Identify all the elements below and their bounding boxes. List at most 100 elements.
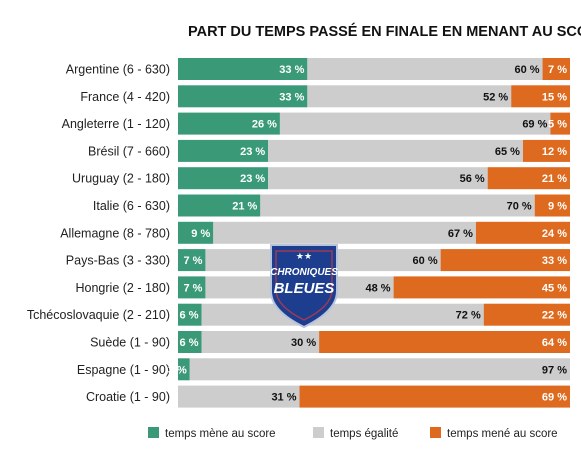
bar-segment-draw <box>307 85 512 108</box>
data-label-lead: 23 % <box>240 146 265 158</box>
bar-segment-lead <box>178 276 206 299</box>
data-label-trail: 7 % <box>548 64 567 76</box>
data-label-draw: 52 % <box>483 91 508 103</box>
bar-segment-trail <box>393 276 570 299</box>
bar-segment-lead <box>178 194 261 217</box>
logo-text-line1: CHRONIQUES <box>270 267 338 278</box>
legend-swatch <box>430 427 441 438</box>
data-label-trail: 45 % <box>542 282 567 294</box>
bar-segment-lead <box>178 139 269 162</box>
bar-segment-trail <box>299 385 570 408</box>
bar-segment-lead <box>178 58 308 80</box>
category-label: Uruguay (2 - 180) <box>72 172 170 186</box>
bar-segment-trail <box>534 194 570 217</box>
bar-segment-draw <box>189 358 570 381</box>
data-label-draw: 72 % <box>456 310 481 322</box>
category-label: Suède (1 - 90) <box>90 336 170 350</box>
category-label: Argentine (6 - 630) <box>66 63 170 77</box>
bar-segment-draw <box>201 331 320 353</box>
bar-segment-lead <box>178 85 308 108</box>
bar-segment-lead <box>178 112 280 135</box>
legend-item: temps mène au score <box>148 427 276 440</box>
bar-row: Croatie (1 - 90) 31 % 69 % <box>86 385 570 408</box>
legend-label: temps mène au score <box>165 428 276 440</box>
data-label-lead: 9 % <box>191 228 210 240</box>
bar-segment-draw <box>268 167 488 190</box>
data-label-draw: 60 % <box>413 255 438 267</box>
bar-rows: Argentine (6 - 630) 33 % 60 % 7 % France (4 … <box>27 58 570 408</box>
bar-row: Tchécoslovaquie (2 - 210) 6 % 72 % 22 % <box>27 303 570 326</box>
logo-shield <box>270 244 338 329</box>
data-label-draw: 69 % <box>522 119 547 131</box>
data-label-trail: 5 % <box>548 119 567 131</box>
legend-label: temps égalité <box>330 428 398 440</box>
category-label: Italie (6 - 630) <box>93 199 170 213</box>
bar-segment-lead <box>178 303 202 326</box>
chart-title: PART DU TEMPS PASSÉ EN FINALE EN MENANT … <box>188 23 581 40</box>
legend: temps mène au score temps égalité temps me… <box>148 427 558 440</box>
bar-row: Espagne (1 - 90)3 % 97 % <box>77 358 570 381</box>
bar-row: France (4 - 420) 33 % 52 % 15 % <box>80 85 570 108</box>
data-label-lead: 23 % <box>240 173 265 185</box>
bar-segment-draw <box>178 385 300 408</box>
logo-shield-accent <box>275 250 333 321</box>
data-label-trail: 69 % <box>542 392 567 404</box>
bar-row: Uruguay (2 - 180) 23 % 56 % 21 % <box>72 167 570 190</box>
bar-row: Brésil (7 - 660) 23 % 65 % 12 % <box>88 139 570 162</box>
bar-segment-trail <box>522 139 570 162</box>
data-label-lead: 33 % <box>279 64 304 76</box>
bar-segment-lead <box>178 331 202 353</box>
bar-segment-lead <box>178 221 214 244</box>
bar-segment-trail <box>475 221 570 244</box>
bar-row: Suède (1 - 90) 6 % 30 % 64 % <box>90 331 570 353</box>
category-label: Croatie (1 - 90) <box>86 390 170 404</box>
data-label-trail: 24 % <box>542 228 567 240</box>
bar-segment-trail <box>487 167 570 190</box>
bar-row: Allemagne (8 - 780) 9 % 67 % 24 % <box>60 221 570 244</box>
data-label-trail: 33 % <box>542 255 567 267</box>
data-label-draw: 70 % <box>507 201 532 213</box>
bar-segment-trail <box>483 303 570 326</box>
data-label-draw: 31 % <box>271 392 296 404</box>
data-label-lead: 21 % <box>232 201 257 213</box>
bar-segment-draw <box>307 58 543 80</box>
data-label-draw: 30 % <box>291 337 316 349</box>
data-label-draw: 65 % <box>495 146 520 158</box>
category-label: Tchécoslovaquie (2 - 210) <box>27 308 170 322</box>
data-label-lead: 7 % <box>183 282 202 294</box>
bar-segment-trail <box>319 331 570 353</box>
legend-swatch <box>313 427 324 438</box>
bar-segment-trail <box>550 112 570 135</box>
bar-segment-trail <box>440 249 570 272</box>
legend-swatch <box>148 427 159 438</box>
data-label-draw: 48 % <box>366 282 391 294</box>
bar-segment-trail <box>542 58 570 80</box>
data-label-lead: 7 % <box>183 255 202 267</box>
data-label-lead: 3 % <box>168 364 187 376</box>
data-label-lead: 33 % <box>279 91 304 103</box>
data-label-lead: 6 % <box>180 310 199 322</box>
data-label-lead: 6 % <box>180 337 199 349</box>
bar-segment-lead <box>178 167 269 190</box>
category-label: Allemagne (8 - 780) <box>60 226 170 240</box>
data-label-trail: 22 % <box>542 310 567 322</box>
bar-segment-lead <box>178 358 190 381</box>
legend-item: temps mené au score <box>430 427 558 440</box>
bar-row: Angleterre (1 - 120) 26 % 69 % 5 % <box>62 112 570 135</box>
legend-label: temps mené au score <box>447 428 558 440</box>
category-label: Brésil (7 - 660) <box>88 144 170 158</box>
data-label-draw: 97 % <box>542 364 567 376</box>
data-label-draw: 56 % <box>460 173 485 185</box>
bar-segment-draw <box>268 139 523 162</box>
category-label: France (4 - 420) <box>80 90 170 104</box>
data-label-trail: 9 % <box>548 201 567 213</box>
data-label-trail: 15 % <box>542 91 567 103</box>
bar-row: Argentine (6 - 630) 33 % 60 % 7 % <box>66 58 570 80</box>
chroniques-bleues-logo: ★★ CHRONIQUES BLEUES <box>270 244 338 329</box>
data-label-lead: 26 % <box>252 119 277 131</box>
bar-segment-draw <box>213 221 476 244</box>
category-label: Espagne (1 - 90) <box>77 363 170 377</box>
category-label: Hongrie (2 - 180) <box>76 281 171 295</box>
category-label: Pays-Bas (3 - 330) <box>66 254 170 268</box>
